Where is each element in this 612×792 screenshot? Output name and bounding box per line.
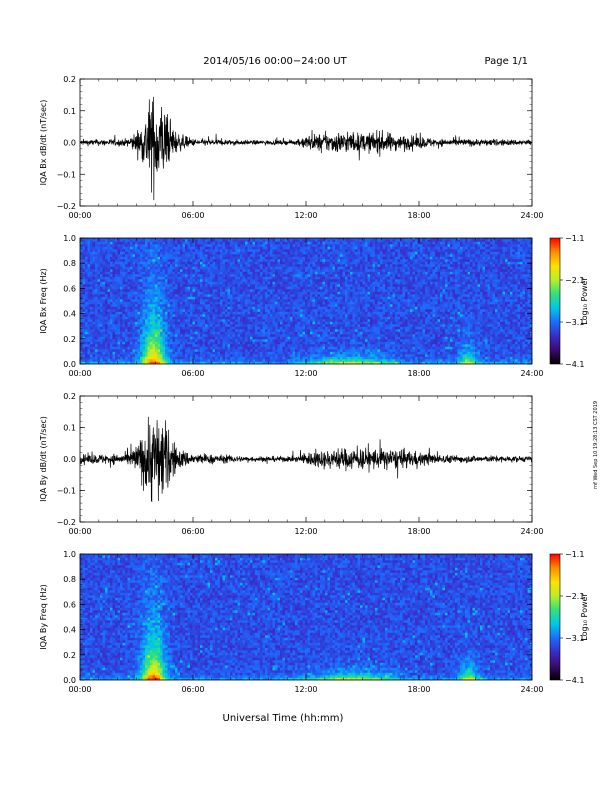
- figure-title: 2014/05/16 00:00−24:00 UT: [203, 56, 347, 67]
- x-tick-label: 12:00: [294, 685, 317, 694]
- y-tick-label: 0.2: [63, 392, 76, 401]
- y-tick-label: 0.2: [63, 75, 76, 84]
- x-tick-label: 06:00: [181, 211, 204, 220]
- x-tick-label: 06:00: [181, 369, 204, 378]
- colorbar-tick-label: −2.1: [565, 276, 584, 285]
- y-tick-label: 0.4: [63, 310, 76, 319]
- y-tick-label: 0.4: [63, 626, 76, 635]
- y-tick-label: 0.1: [63, 424, 76, 433]
- x-tick-label: 00:00: [68, 369, 91, 378]
- x-tick-label: 12:00: [294, 369, 317, 378]
- panel-3: 00:00 06:00 12:00 18:00 24:00 0.2 0.1 0.0 −0.1 −0…: [39, 392, 544, 536]
- x-tick-label: 24:00: [520, 369, 543, 378]
- x-tick-label: 18:00: [407, 527, 430, 536]
- y-tick-label: 0.1: [63, 107, 76, 116]
- panel-2: −1.1 −2.1 −3.1 −4.1 Log₁₀ Power 00:00 06:00 12:…: [39, 234, 589, 378]
- y-tick-label: 1.0: [63, 550, 76, 559]
- y-tick-label: 0.6: [63, 600, 76, 609]
- y-tick-label: −0.2: [57, 202, 76, 211]
- colorbar-label: Log₁₀ Power: [580, 277, 589, 325]
- x-tick-label: 18:00: [407, 211, 430, 220]
- y-tick-label: 0.0: [63, 455, 76, 464]
- y-tick-label: 0.0: [63, 360, 76, 369]
- colorbar-tick-label: −3.1: [565, 318, 584, 327]
- spectrogram-cells: [80, 238, 532, 364]
- colorbar: [549, 553, 561, 681]
- y-tick-label: −0.1: [57, 487, 76, 496]
- signal-trace: [80, 96, 532, 201]
- panels-group: 00:00 06:00 12:00 18:00 24:00 0.2 0.1 0.0 −0.1 −0…: [39, 75, 589, 694]
- x-axis-title: Universal Time (hh:mm): [223, 713, 344, 724]
- colorbar-tick-label: −2.1: [565, 592, 584, 601]
- y-tick-label: 0.8: [63, 575, 76, 584]
- y-tick-label: 0.8: [63, 259, 76, 268]
- y-tick-label: −0.1: [57, 170, 76, 179]
- panel-4: −1.1 −2.1 −3.1 −4.1 Log₁₀ Power 00:00 06:00 12:…: [39, 550, 589, 694]
- x-tick-label: 00:00: [68, 685, 91, 694]
- y-tick-label: −0.2: [57, 518, 76, 527]
- y-tick-label: 0.2: [63, 335, 76, 344]
- x-tick-label: 12:00: [294, 527, 317, 536]
- x-tick-label: 00:00: [68, 527, 91, 536]
- x-tick-label: 06:00: [181, 685, 204, 694]
- y-axis-title: IQA By dB/dt (nT/sec): [39, 416, 48, 502]
- y-axis-title: IQA Bx Freq (Hz): [39, 268, 48, 334]
- y-tick-label: 0.0: [63, 676, 76, 685]
- timestamp-note: rnf Wed Sep 10 19:28:13 CST 2019: [593, 401, 599, 489]
- x-tick-label: 00:00: [68, 211, 91, 220]
- colorbar-label: Log₁₀ Power: [580, 593, 589, 641]
- x-tick-label: 12:00: [294, 211, 317, 220]
- y-axis-title: IQA By Freq (Hz): [39, 584, 48, 650]
- x-tick-label: 18:00: [407, 369, 430, 378]
- colorbar-tick-label: −3.1: [565, 634, 584, 643]
- x-tick-label: 24:00: [520, 685, 543, 694]
- x-tick-label: 18:00: [407, 685, 430, 694]
- y-axis-title: IQA Bx dB/dt (nT/sec): [39, 100, 48, 186]
- spectrogram-cells: [80, 554, 532, 680]
- colorbar-tick-label: −4.1: [565, 676, 584, 685]
- y-tick-label: 0.6: [63, 284, 76, 293]
- y-tick-label: 0.0: [63, 139, 76, 148]
- page-number: Page 1/1: [485, 56, 528, 67]
- colorbar: [549, 237, 561, 365]
- x-tick-label: 24:00: [520, 211, 543, 220]
- y-tick-label: 1.0: [63, 234, 76, 243]
- x-tick-label: 24:00: [520, 527, 543, 536]
- colorbar-tick-label: −4.1: [565, 360, 584, 369]
- panel-1: 00:00 06:00 12:00 18:00 24:00 0.2 0.1 0.0 −0.1 −0…: [39, 75, 544, 220]
- colorbar-tick-label: −1.1: [565, 234, 584, 243]
- colorbar-tick-label: −1.1: [565, 550, 584, 559]
- signal-trace: [80, 416, 532, 502]
- y-tick-label: 0.2: [63, 651, 76, 660]
- x-tick-label: 06:00: [181, 527, 204, 536]
